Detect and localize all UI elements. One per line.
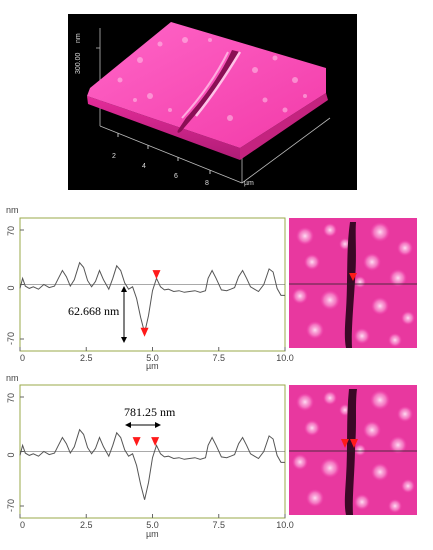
surface-top	[87, 22, 326, 148]
surface-front-face	[87, 96, 240, 160]
width-arrow-head-right	[155, 422, 161, 428]
profile-chart-2: nm µm 70 0 -70 0 2.5 5.0 7.5 10.0 781.25 nm	[6, 373, 294, 539]
z-axis-unit: nm	[75, 33, 82, 43]
x-tick-label: 10.0	[276, 520, 294, 530]
afm-texture	[292, 222, 415, 347]
profile-line	[19, 428, 285, 500]
x-tick-label: 7.5	[212, 353, 225, 363]
surface-x-tick: 2	[112, 153, 116, 160]
x-tick-label: 5.0	[146, 520, 159, 530]
surface-side-face	[240, 93, 328, 160]
markers	[132, 437, 160, 447]
x-unit-label: µm	[146, 361, 159, 371]
width-annotation: 781.25 nm	[124, 405, 176, 419]
y-tick-label: -70	[6, 332, 16, 345]
profile-marker	[140, 327, 149, 337]
x-ticks: 0 2.5 5.0 7.5 10.0	[19, 347, 294, 363]
markers	[140, 270, 161, 337]
surface-x-tick: 4	[142, 163, 146, 170]
profile-chart-1: nm µm 70 0 -70 0 2.5 5.0 7.5 10.0 62.668 nm	[6, 205, 294, 371]
profile-marker	[151, 437, 160, 447]
x-tick-label: 2.5	[80, 353, 93, 363]
surface-texture	[117, 37, 307, 121]
surface-x-axis: 2 4 6 8 µm	[112, 133, 254, 187]
surface-x-unit: µm	[244, 180, 254, 187]
surface-trench	[177, 50, 240, 133]
y-tick-label: 70	[6, 393, 16, 403]
y-unit-label: nm	[6, 205, 19, 215]
y-tick-label: 0	[6, 452, 16, 457]
profile-line	[19, 261, 285, 333]
x-tick-label: 0	[20, 520, 25, 530]
y-unit-label: nm	[6, 373, 19, 383]
afm-trench	[344, 389, 357, 515]
profile-marker	[152, 270, 161, 280]
width-arrow-head-left	[125, 422, 131, 428]
afm-image-1	[289, 218, 417, 348]
afm-trench	[344, 222, 356, 348]
x-unit-label: µm	[146, 529, 159, 539]
depth-annotation: 62.668 nm	[68, 304, 120, 318]
x-tick-label: 2.5	[80, 520, 93, 530]
y-tick-label: -70	[6, 499, 16, 512]
y-tick-label: 70	[6, 226, 16, 236]
z-tick-label: 300.00	[75, 52, 82, 74]
x-tick-label: 10.0	[276, 353, 294, 363]
y-tick-label: 0	[6, 285, 16, 290]
depth-arrow-head-bottom	[121, 337, 127, 343]
surface-x-tick: 8	[205, 180, 209, 187]
x-tick-label: 7.5	[212, 520, 225, 530]
x-ticks: 0 2.5 5.0 7.5 10.0	[19, 514, 294, 530]
afm-marker	[350, 439, 358, 448]
afm-marker	[349, 273, 357, 281]
afm-marker	[341, 439, 349, 448]
surface-x-tick: 6	[174, 173, 178, 180]
afm-image-2	[289, 385, 417, 515]
surface-3d-panel: nm 300.00 2 4 6 8 µm	[68, 14, 357, 190]
x-tick-label: 5.0	[146, 353, 159, 363]
depth-arrow-head-top	[121, 286, 127, 292]
profile-marker	[132, 437, 141, 447]
x-tick-label: 0	[20, 353, 25, 363]
